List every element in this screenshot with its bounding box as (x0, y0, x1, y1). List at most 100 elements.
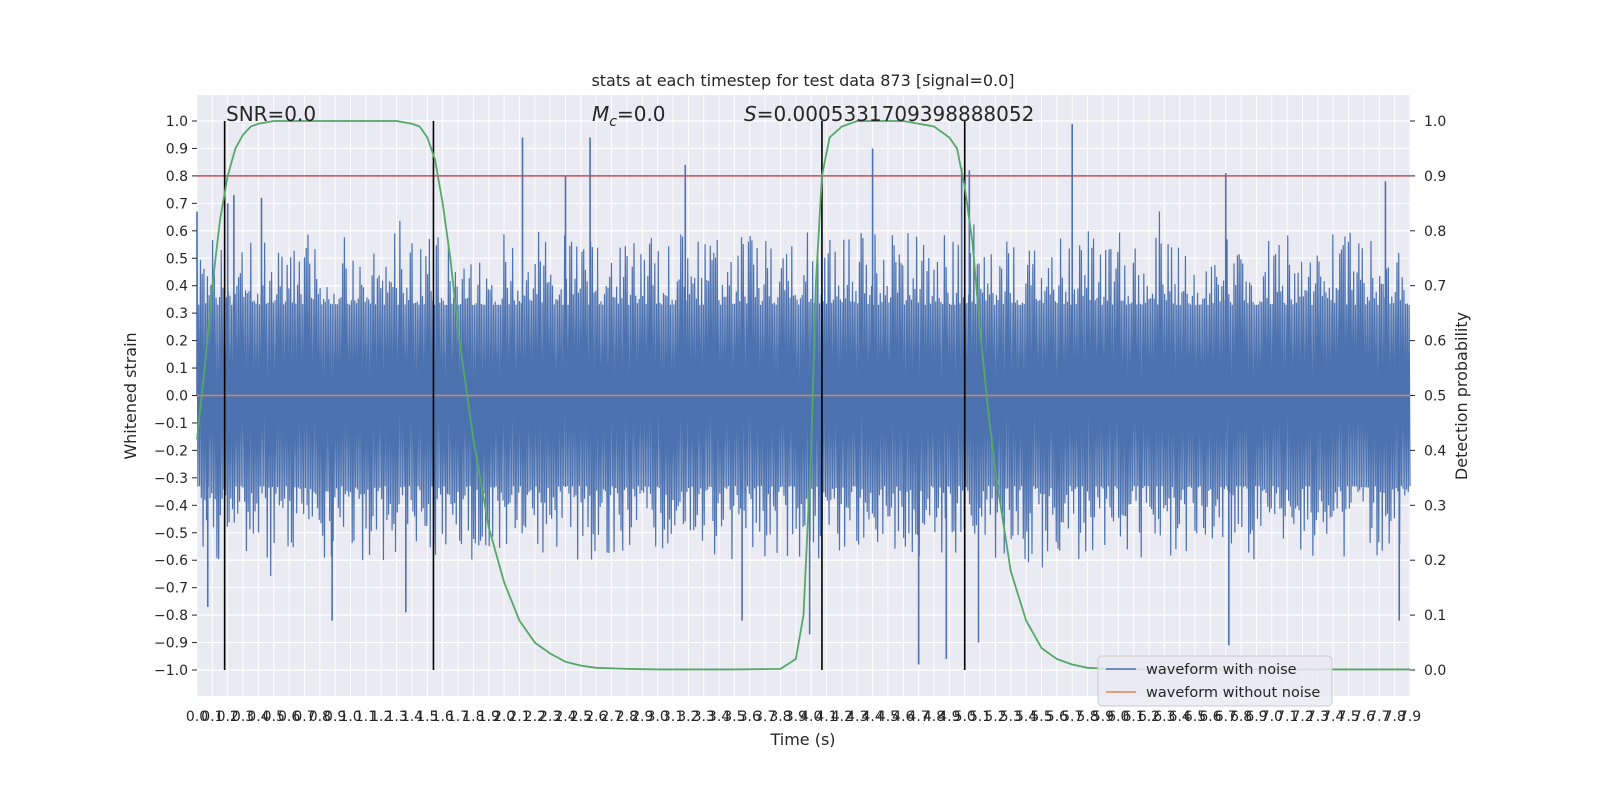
x-tick-label: 0.1 (201, 709, 223, 725)
y-tick-label: −0.2 (154, 443, 188, 459)
y-tick-label: 0.8 (166, 169, 188, 185)
x-tick-label: 2.2 (524, 709, 546, 725)
annotation-snr: SNR=0.0 (226, 102, 316, 126)
y-tick-label: −0.1 (154, 416, 188, 432)
x-tick-label: 1.7 (447, 709, 469, 725)
annotation-s: S=0.0005331709398888052 (744, 102, 1034, 126)
x-tick-label: 7.3 (1307, 709, 1329, 725)
x-tick-label: 5.0 (954, 709, 976, 725)
x-tick-label: 7.7 (1368, 709, 1390, 725)
x-tick-label: 3.0 (647, 709, 669, 725)
x-tick-label: 7.4 (1322, 709, 1344, 725)
y-tick-label: −1.0 (154, 663, 188, 679)
x-tick-label: 5.7 (1061, 709, 1083, 725)
y-tick-label: 0.2 (166, 334, 188, 350)
x-tick-label: 4.9 (938, 709, 960, 725)
x-tick-label: 2.8 (616, 709, 638, 725)
y-tick-label: 0.7 (166, 196, 188, 212)
s-value: =0.0005331709398888052 (757, 102, 1035, 126)
legend-label-noise: waveform with noise (1146, 662, 1297, 678)
chirp-mass-value: =0.0 (617, 102, 666, 126)
x-tick-label: 2.3 (539, 709, 561, 725)
y-tick-label: −0.5 (154, 526, 188, 542)
y-right-tick-label: 0.6 (1424, 334, 1446, 350)
x-tick-label: 3.1 (662, 709, 684, 725)
y-right-tick-label: 0.0 (1424, 663, 1446, 679)
x-tick-label: 3.9 (785, 709, 807, 725)
x-tick-label: 6.0 (1107, 709, 1129, 725)
x-tick-label: 6.4 (1169, 709, 1191, 725)
y-tick-label: −0.9 (154, 636, 188, 652)
x-tick-label: 0.3 (232, 709, 254, 725)
x-tick-label: 6.8 (1230, 709, 1252, 725)
y-right-tick-label: 0.8 (1424, 224, 1446, 240)
x-tick-label: 6.5 (1184, 709, 1206, 725)
annotation-chirp-mass: Mc=0.0 (592, 102, 666, 130)
y-axis-label: Whitened strain (121, 332, 140, 459)
x-tick-label: 2.9 (631, 709, 653, 725)
x-tick-label: 1.0 (339, 709, 361, 725)
y-tick-label: 1.0 (166, 114, 188, 130)
y-tick-label: 0.6 (166, 224, 188, 240)
x-tick-label: 0.6 (278, 709, 300, 725)
y-right-tick-label: 1.0 (1424, 114, 1446, 130)
chirp-mass-subscript: c (609, 114, 617, 130)
probability-line (196, 120, 1410, 671)
x-tick-label: 2.1 (508, 709, 530, 725)
x-tick-label: 2.0 (493, 709, 515, 725)
x-tick-label: 0.8 (309, 709, 331, 725)
y-right-tick-label: 0.2 (1424, 553, 1446, 569)
series-detection-probability (196, 120, 1410, 671)
x-tick-label: 7.9 (1399, 709, 1421, 725)
y-tick-label: −0.3 (154, 471, 188, 487)
y-tick-label: 0.9 (166, 141, 188, 157)
x-tick-label: 4.3 (846, 709, 868, 725)
x-tick-label: 7.1 (1276, 709, 1298, 725)
x-tick-label: 3.2 (677, 709, 699, 725)
noise-waveform-line (196, 211, 1411, 577)
x-tick-label: 5.1 (969, 709, 991, 725)
x-tick-label: 6.2 (1138, 709, 1160, 725)
x-tick-label: 6.3 (1153, 709, 1175, 725)
x-tick-label: 4.4 (861, 709, 883, 725)
x-tick-label: 4.1 (815, 709, 837, 725)
x-tick-label: 5.4 (1015, 709, 1037, 725)
x-tick-label: 6.6 (1199, 709, 1221, 725)
x-tick-label: 0.5 (263, 709, 285, 725)
y-tick-label: 0.4 (166, 279, 188, 295)
x-tick-label: 1.3 (385, 709, 407, 725)
x-tick-label: 0.0 (186, 709, 208, 725)
y-tick-label: 0.3 (166, 306, 188, 322)
x-tick-label: 7.5 (1337, 709, 1359, 725)
x-tick-label: 3.8 (769, 709, 791, 725)
y-right-tick-label: 0.3 (1424, 498, 1446, 514)
y-right-tick-label: 0.9 (1424, 169, 1446, 185)
x-tick-label: 4.5 (877, 709, 899, 725)
y-right-axis-ticks: 1.0 0.9 0.8 0.7 0.6 0.5 0.4 0.3 0.2 0.1 0.0 (1410, 114, 1446, 679)
x-tick-label: 1.6 (432, 709, 454, 725)
legend: waveform with noise waveform without noi… (1097, 655, 1333, 707)
x-tick-label: 3.4 (708, 709, 730, 725)
x-tick-label: 4.7 (908, 709, 930, 725)
x-axis-label: Time (s) (769, 730, 835, 749)
series-waveform-with-noise (196, 123, 1411, 665)
x-tick-label: 6.7 (1215, 709, 1237, 725)
x-tick-label: 4.2 (831, 709, 853, 725)
x-tick-label: 0.9 (324, 709, 346, 725)
s-symbol: S (744, 102, 757, 126)
x-tick-label: 2.4 (554, 709, 576, 725)
x-tick-label: 7.6 (1353, 709, 1375, 725)
y-right-tick-label: 0.5 (1424, 389, 1446, 405)
x-tick-label: 5.8 (1076, 709, 1098, 725)
x-tick-label: 7.0 (1261, 709, 1283, 725)
y-tick-label: 0.1 (166, 361, 188, 377)
x-tick-label: 3.5 (723, 709, 745, 725)
x-axis-ticks: 0.00.10.20.30.40.50.60.70.80.91.01.11.21… (186, 709, 1421, 725)
y-right-tick-label: 0.4 (1424, 443, 1446, 459)
x-tick-label: 0.2 (217, 709, 239, 725)
x-tick-label: 5.3 (1000, 709, 1022, 725)
x-tick-label: 3.3 (693, 709, 715, 725)
chirp-mass-symbol: M (592, 102, 609, 126)
x-tick-label: 4.6 (892, 709, 914, 725)
legend-label-clean: waveform without noise (1146, 685, 1320, 701)
